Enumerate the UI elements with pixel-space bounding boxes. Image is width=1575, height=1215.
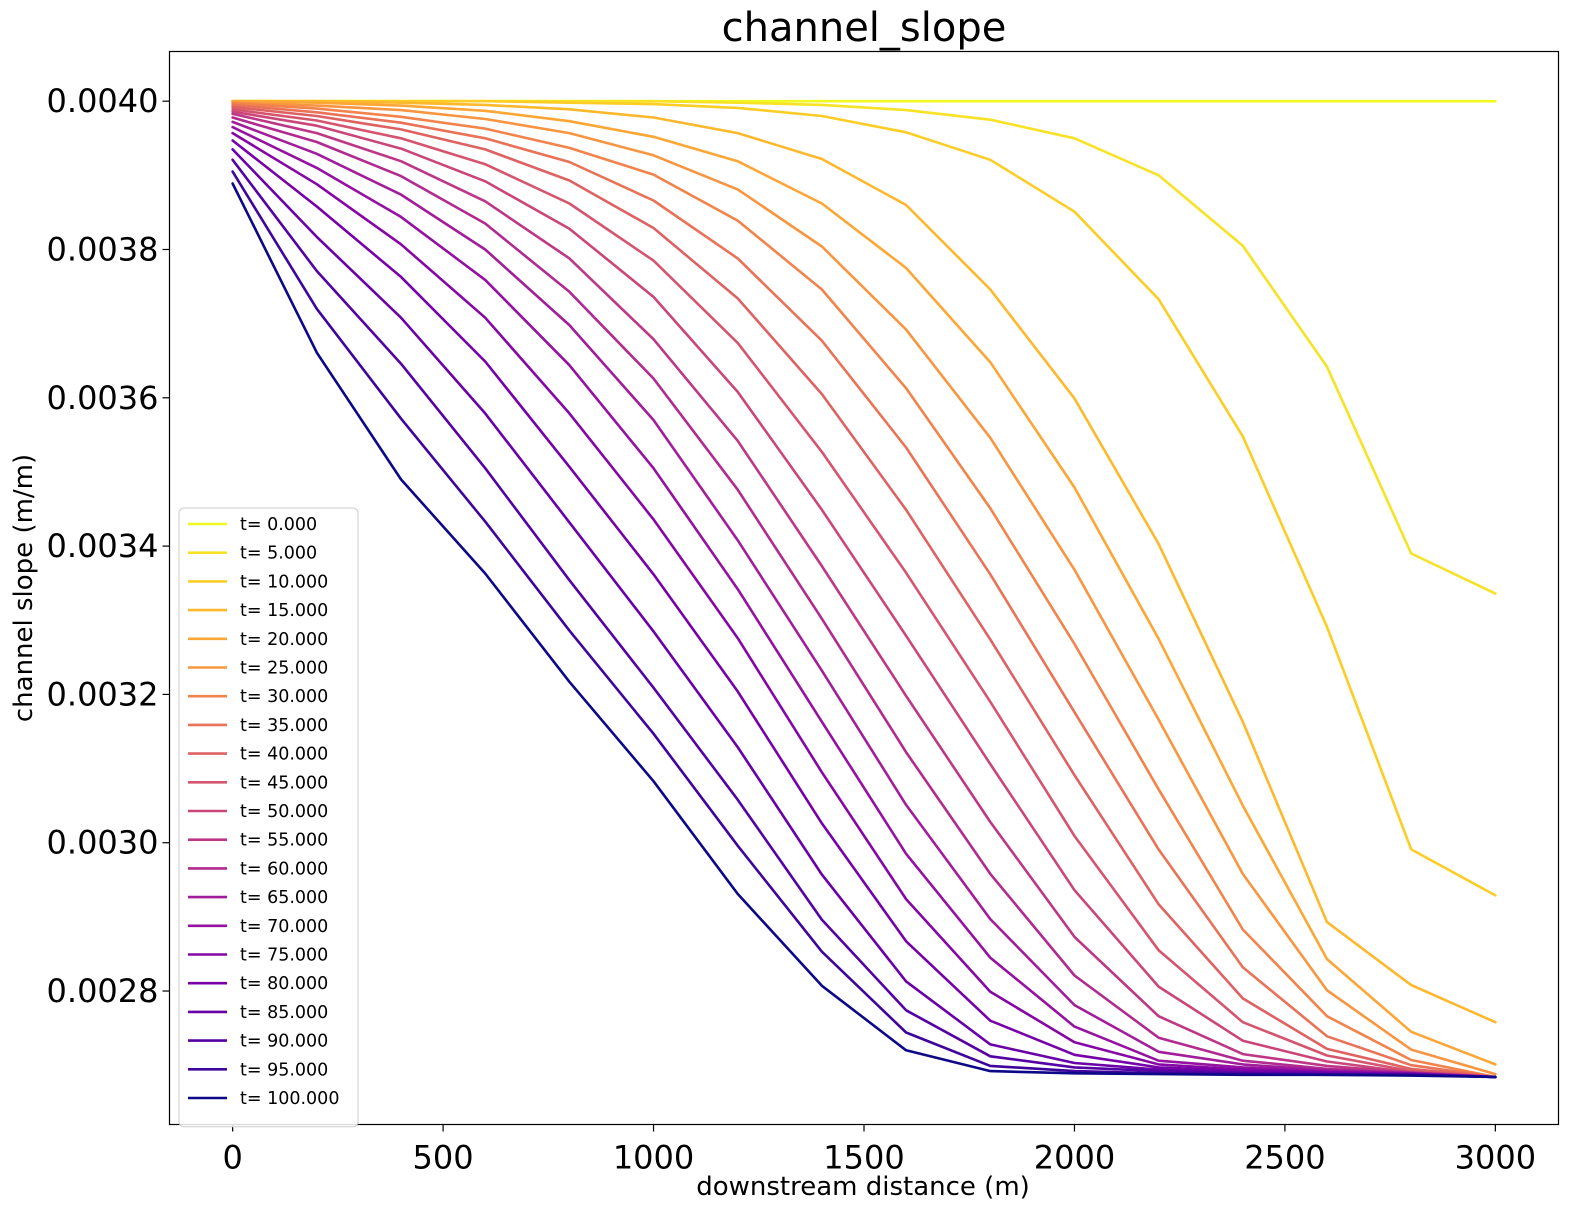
x-tick-label: 500 (413, 1139, 474, 1177)
legend-label: t= 65.000 (240, 888, 328, 908)
series-line-9 (231, 108, 1497, 1079)
legend-label: t= 50.000 (240, 802, 328, 822)
legend-label: t= 75.000 (240, 946, 328, 966)
y-tick-label: 0.0036 (47, 379, 159, 417)
series-line-2 (231, 99, 1497, 897)
series-line-13 (231, 120, 1497, 1079)
legend-label: t= 5.000 (240, 544, 317, 564)
y-axis-label: channel slope (m/m) (9, 454, 39, 722)
legend-label: t= 40.000 (240, 745, 328, 765)
x-axis-label: downstream distance (m) (696, 1172, 1030, 1202)
series-line-5 (231, 101, 1497, 1076)
y-tick-label: 0.0030 (47, 824, 159, 862)
legend-label: t= 0.000 (240, 515, 317, 535)
series-line-3 (231, 99, 1497, 1024)
x-axis: 0 500 1000 1500 2000 2500 3000 (222, 1124, 1536, 1177)
x-tick-label: 2000 (1034, 1139, 1115, 1177)
legend-label: t= 45.000 (240, 773, 328, 793)
legend-label: t= 80.000 (240, 974, 328, 994)
x-tick-label: 2500 (1244, 1139, 1325, 1177)
legend-label: t= 70.000 (240, 917, 328, 937)
x-tick-label: 0 (222, 1139, 242, 1177)
series-line-14 (231, 125, 1497, 1079)
y-tick-label: 0.0038 (47, 230, 159, 268)
legend-label: t= 25.000 (240, 659, 328, 679)
y-tick-label: 0.0028 (47, 972, 159, 1010)
series-line-7 (231, 103, 1497, 1079)
x-tick-label: 1000 (613, 1139, 694, 1177)
x-tick-label: 1500 (823, 1139, 904, 1177)
legend-label: t= 30.000 (240, 687, 328, 707)
series-line-10 (231, 110, 1497, 1079)
legend-label: t= 90.000 (240, 1032, 328, 1052)
chart-title: channel_slope (722, 5, 1007, 51)
legend-label: t= 55.000 (240, 831, 328, 851)
series-lines (231, 99, 1497, 1079)
legend-label: t= 10.000 (240, 572, 328, 592)
series-line-11 (231, 112, 1497, 1079)
legend-label: t= 20.000 (240, 630, 328, 650)
y-axis: 0.0028 0.0030 0.0032 0.0034 0.0036 0.0038 0.00… (47, 82, 170, 1010)
y-tick-label: 0.0034 (47, 527, 159, 565)
legend-label: t= 95.000 (240, 1060, 328, 1080)
legend-label: t= 60.000 (240, 859, 328, 879)
legend: t= 0.000 t= 5.000 t= 10.000 t= 15.000 t= 20.… (178, 507, 359, 1128)
y-tick-label: 0.0032 (47, 675, 159, 713)
legend-label: t= 35.000 (240, 716, 328, 736)
series-line-12 (231, 116, 1497, 1079)
legend-label: t= 100.000 (240, 1089, 339, 1109)
series-line-6 (231, 102, 1497, 1079)
legend-label: t= 85.000 (240, 1003, 328, 1023)
series-line-8 (231, 105, 1497, 1079)
y-tick-label: 0.0040 (47, 82, 159, 120)
legend-label: t= 15.000 (240, 601, 328, 621)
series-line-4 (231, 99, 1497, 1066)
x-tick-label: 3000 (1455, 1139, 1536, 1177)
series-line-20 (231, 182, 1497, 1079)
legend-box (178, 507, 359, 1128)
